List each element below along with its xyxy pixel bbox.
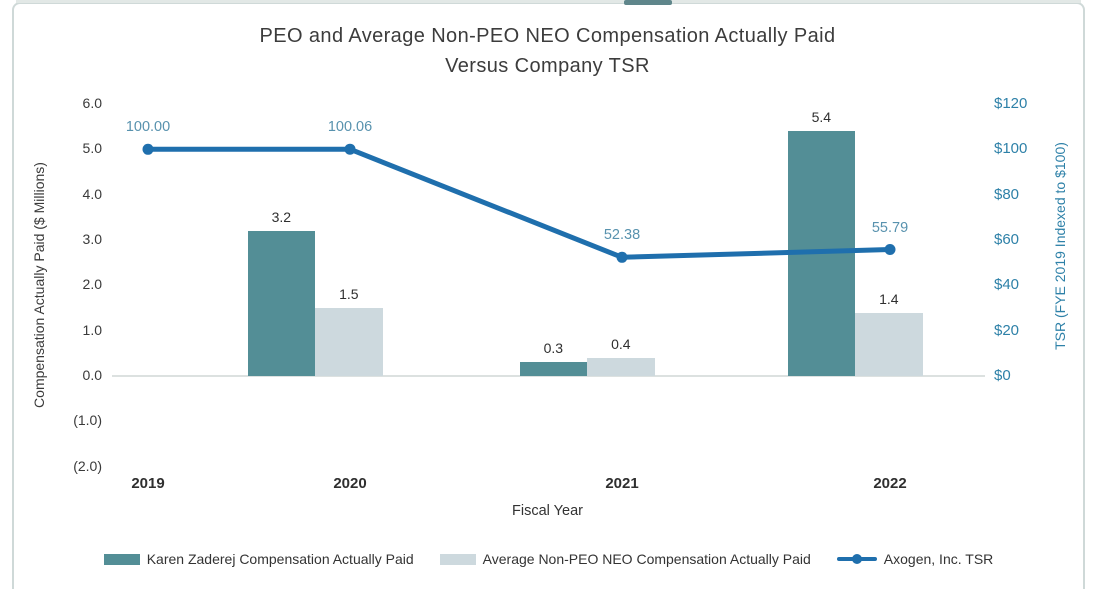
y-axis-left-tick-label: (1.0) [73,412,102,429]
legend-line-dot [851,554,862,564]
y-axis-right-tick-label: $80 [994,185,1020,203]
bar [787,131,855,376]
y-axis-right-tick-label: $60 [994,231,1020,248]
y-axis-right-tick-label: $120 [994,95,1028,112]
y-axis-right-tick-label: $20 [994,321,1020,339]
bar-value-label: 1.4 [879,290,899,307]
y-axis-left-tick-label: 0.0 [82,367,102,383]
tsr-value-label: 52.38 [603,227,641,244]
x-axis-tick-label: 2021 [605,475,639,492]
bar-value-label: 1.5 [339,286,359,302]
y-axis-left-tick-label: 5.0 [82,140,102,157]
x-axis-tick-label: 2020 [333,475,367,492]
y-axis-left-tick-label: 2.0 [82,276,102,293]
x-axis-tick-label: 2022 [873,475,907,492]
x-axis-tick-label: 2019 [131,475,165,492]
bar-value-label: 5.4 [811,109,832,126]
y-axis-right-tick-label: $0 [994,367,1011,384]
zero-gridline [112,375,985,377]
y-axis-left-tick-label: 3.0 [82,231,102,247]
bar-value-label: 0.4 [611,335,631,352]
legend-line-marker-icon [836,553,877,565]
bar-value-label: 3.2 [271,208,292,225]
bar-value-label: 0.3 [543,340,564,357]
chart-frame-border [12,2,1085,589]
y-axis-left-tick-label: 4.0 [82,185,102,202]
y-axis-left-tick-label: 1.0 [82,321,102,338]
chart-subtitle: Versus Company TSR [445,55,650,77]
legend-label: Karen Zaderej Compensation Actually Paid [146,551,414,567]
legend-bar-swatch-icon [103,553,140,565]
legend-item: Axogen, Inc. TSR [836,551,994,567]
tsr-value-label: 55.79 [871,219,909,236]
bar [587,357,655,376]
legend-label: Axogen, Inc. TSR [883,551,994,567]
y-axis-left-tick-label: (2.0) [73,457,102,474]
bar [247,230,315,376]
y-axis-left-tick-label: 6.0 [82,95,102,111]
legend: Karen Zaderej Compensation Actually Paid… [12,551,1085,567]
x-axis-title: Fiscal Year [512,503,583,519]
chart-title: PEO and Average Non-PEO NEO Compensation… [259,25,836,47]
bar [519,362,587,376]
legend-item: Karen Zaderej Compensation Actually Paid [103,551,414,567]
y-axis-right-tick-label: $100 [994,140,1028,158]
legend-item: Average Non-PEO NEO Compensation Actuall… [439,551,811,567]
horizontal-scrollbar-thumb[interactable] [624,0,672,5]
bar [855,312,923,376]
tsr-value-label: 100.00 [125,119,171,136]
horizontal-scrollbar-track [16,0,1081,3]
legend-bar-swatch-icon [439,553,476,565]
bar [315,308,383,376]
right-axis-title: TSR (FYE 2019 Indexed to $100) [1052,142,1068,350]
y-axis-right-tick-label: $40 [994,276,1020,294]
tsr-value-label: 100.06 [327,119,373,136]
legend-label: Average Non-PEO NEO Compensation Actuall… [482,551,811,567]
